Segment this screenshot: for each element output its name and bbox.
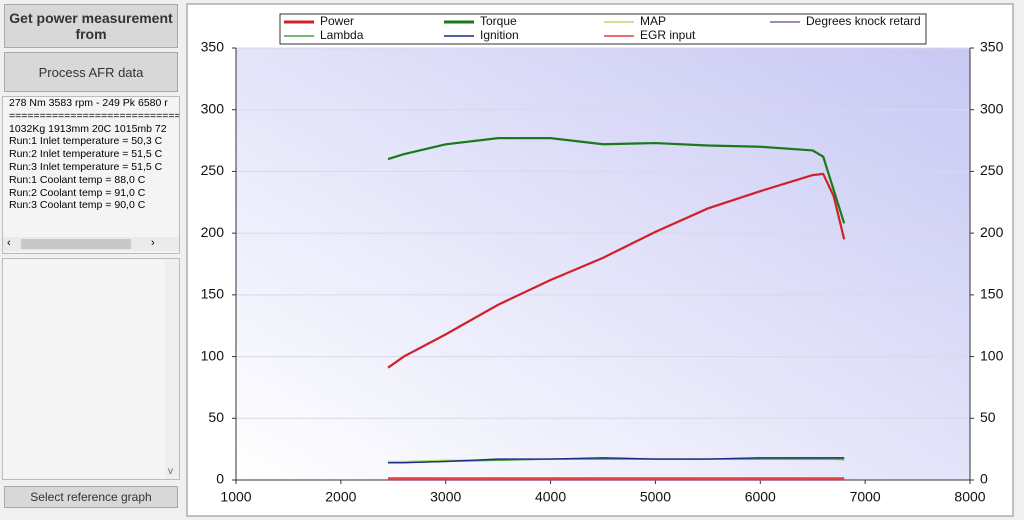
- y2-tick-label: 200: [980, 224, 1004, 240]
- chart: 0 0 50 50 100 100 150 150 200 200 250 250 300 300 350 3…: [186, 3, 1014, 517]
- series-line: [387, 172, 846, 369]
- y-tick-label: 250: [201, 162, 225, 178]
- info-line: 1032Kg 1913mm 20C 1015mb 72: [9, 122, 167, 135]
- legend-label: Ignition: [480, 28, 519, 42]
- x-tick-label: 2000: [325, 489, 356, 505]
- y2-tick-label: 250: [980, 162, 1004, 178]
- y-tick-label: 150: [201, 286, 225, 302]
- legend-label: Power: [320, 14, 354, 28]
- info-box: 278 Nm 3583 rpm - 249 Pk 6580 r =========…: [2, 96, 180, 254]
- legend-label: EGR input: [640, 28, 696, 42]
- y-tick-label: 0: [216, 471, 224, 487]
- y-tick-label: 200: [201, 224, 225, 240]
- info-line: Run:3 Coolant temp = 90,0 C: [9, 199, 146, 212]
- legend-label: Degrees knock retard: [806, 14, 921, 28]
- info-line: Run:1 Coolant temp = 88,0 C: [9, 173, 146, 186]
- legend: [279, 13, 927, 45]
- plot-area: [236, 48, 970, 480]
- y-tick-label: 100: [201, 347, 225, 363]
- legend-label: Torque: [480, 14, 517, 28]
- y2-tick-label: 150: [980, 286, 1004, 302]
- y2-tick-label: 300: [980, 100, 1004, 116]
- series-line: [387, 137, 846, 224]
- y2-tick-label: 0: [980, 471, 988, 487]
- series-line: [388, 457, 845, 464]
- y-tick-label: 50: [208, 409, 224, 425]
- button[interactable]: Select reference graph: [4, 486, 178, 508]
- button[interactable]: Get power measurement from: [4, 4, 178, 48]
- info-line: Run:2 Coolant temp = 91,0 C: [9, 186, 146, 199]
- y2-tick-label: 50: [980, 409, 996, 425]
- x-tick-label: 1000: [220, 489, 251, 505]
- button[interactable]: Process AFR data: [4, 52, 178, 92]
- info-line: ==============================: [9, 109, 179, 122]
- info-line: Run:1 Inlet temperature = 50,3 C: [9, 135, 163, 148]
- y2-tick-label: 100: [980, 347, 1004, 363]
- scrollbar[interactable]: v: [165, 259, 179, 479]
- x-tick-label: 6000: [745, 489, 776, 505]
- y-tick-label: 350: [201, 39, 225, 55]
- x-tick-label: 4000: [535, 489, 566, 505]
- y2-tick-label: 350: [980, 39, 1004, 55]
- legend-label: MAP: [640, 14, 666, 28]
- y-tick-label: 300: [201, 100, 225, 116]
- list-box: v: [2, 258, 180, 480]
- info-line: Run:3 Inlet temperature = 51,5 C: [9, 160, 163, 173]
- x-tick-label: 8000: [954, 489, 985, 505]
- info-line: 278 Nm 3583 rpm - 249 Pk 6580 r: [9, 97, 168, 109]
- legend-label: Lambda: [320, 28, 364, 42]
- x-tick-label: 7000: [850, 489, 881, 505]
- info-line: Run:2 Inlet temperature = 51,5 C: [9, 148, 163, 161]
- x-tick-label: 3000: [430, 489, 461, 505]
- scrollbar[interactable]: ‹ ›: [3, 237, 179, 251]
- x-tick-label: 5000: [640, 489, 671, 505]
